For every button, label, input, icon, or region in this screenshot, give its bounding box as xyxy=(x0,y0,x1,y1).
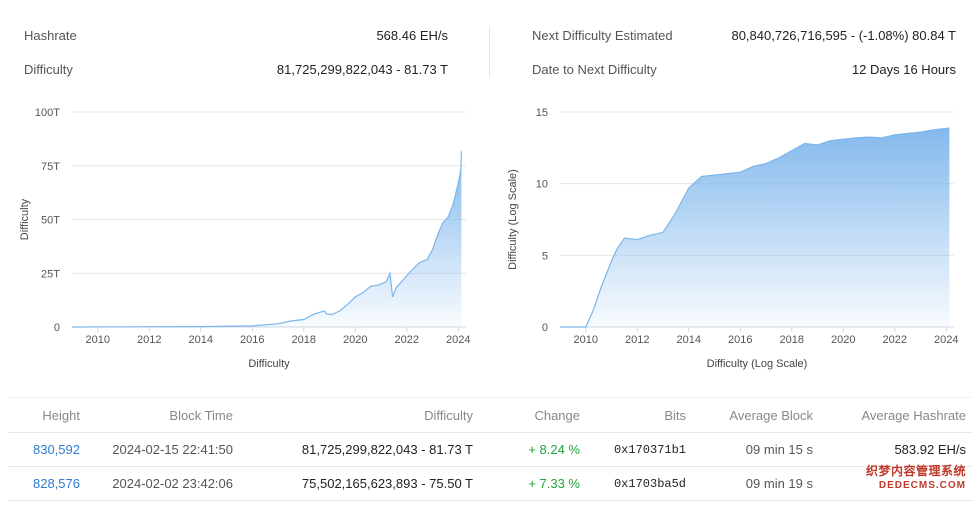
row-height-link[interactable]: 828,576 xyxy=(33,476,80,491)
header-change[interactable]: Change xyxy=(534,407,580,423)
y-tick-label: 25T xyxy=(41,268,60,280)
hashrate-label: Hashrate xyxy=(24,28,77,43)
row-block-time: 2024-02-02 23:42:06 xyxy=(112,476,233,491)
watermark-line1: 织梦内容管理系统 xyxy=(866,464,967,478)
row-bits: 0x170371b1 xyxy=(613,442,686,457)
x-tick-label: 2012 xyxy=(137,334,161,346)
series-line xyxy=(560,127,950,328)
difficulty-value-short: 81.73 T xyxy=(404,62,448,77)
x-tick-label: 2018 xyxy=(780,334,804,346)
difficulty-value-raw: 81,725,299,822,043 - xyxy=(276,62,405,77)
difficulty-value: 81,725,299,822,043 - 81.73 T xyxy=(277,62,448,77)
next-difficulty-row: Next Difficulty Estimated 80,840,726,716… xyxy=(532,28,956,48)
x-tick-label: 2010 xyxy=(574,334,598,346)
header-block-time[interactable]: Block Time xyxy=(169,407,233,423)
x-tick-label: 2014 xyxy=(677,334,701,346)
header-average-hashrate[interactable]: Average Hashrate xyxy=(861,407,966,423)
y-axis-title: Difficulty xyxy=(19,198,31,240)
series-area xyxy=(72,151,462,327)
y-tick-label: 75T xyxy=(41,161,60,173)
x-tick-label: 2018 xyxy=(292,334,316,346)
row-height-link[interactable]: 830,592 xyxy=(33,442,80,457)
date-to-next-label: Date to Next Difficulty xyxy=(532,62,657,77)
header-average-block[interactable]: Average Block xyxy=(729,407,813,423)
header-difficulty[interactable]: Difficulty xyxy=(424,407,473,423)
watermark-logo: 织梦内容管理系统 DEDECMS.COM xyxy=(866,462,966,496)
x-tick-label: 2012 xyxy=(625,334,649,346)
y-tick-label: 10 xyxy=(536,179,548,191)
difficulty-row: Difficulty 81,725,299,822,043 - 81.73 T xyxy=(24,62,448,82)
next-difficulty-value: 80,840,726,716,595 - (-1.08%) 80.84 T xyxy=(731,28,956,43)
difficulty-log-chart-svg: 0 5 10 15 2010 2012 2014 2016 2018 2020 2022 2024 Di… xyxy=(507,107,959,370)
x-tick-label: 2014 xyxy=(189,334,213,346)
header-bits[interactable]: Bits xyxy=(664,407,686,423)
difficulty-chart-svg: 0 25T 50T 75T 100T 2010 2012 2014 2016 2018 2020 20… xyxy=(19,107,471,370)
row-bits: 0x1703ba5d xyxy=(613,476,686,491)
difficulty-label: Difficulty xyxy=(24,62,73,77)
series-area xyxy=(560,127,950,327)
hashrate-row: Hashrate 568.46 EH/s xyxy=(24,28,448,48)
y-tick-label: 0 xyxy=(542,322,548,334)
x-tick-label: 2024 xyxy=(934,334,958,346)
x-tick-label: 2020 xyxy=(343,334,367,346)
next-difficulty-label: Next Difficulty Estimated xyxy=(532,28,673,43)
stats-divider xyxy=(489,26,490,78)
y-tick-label: 100T xyxy=(35,107,60,119)
header-height[interactable]: Height xyxy=(42,407,80,423)
x-axis-title: Difficulty (Log Scale) xyxy=(707,358,808,370)
watermark-line2: DEDECMS.COM xyxy=(878,480,966,491)
difficulty-table: Height Block Time Difficulty Change Bits… xyxy=(8,397,972,501)
x-tick-label: 2016 xyxy=(728,334,752,346)
x-tick-label: 2022 xyxy=(883,334,907,346)
x-tick-label: 2020 xyxy=(831,334,855,346)
row-block-time: 2024-02-15 22:41:50 xyxy=(112,442,233,457)
stats-right: Next Difficulty Estimated 80,840,726,716… xyxy=(532,0,956,90)
row-average-block: 09 min 15 s xyxy=(745,442,813,457)
difficulty-chart: 0 25T 50T 75T 100T 2010 2012 2014 2016 2018 2020 20… xyxy=(0,96,488,381)
x-tick-label: 2010 xyxy=(86,334,110,346)
series-line xyxy=(71,151,462,328)
hashrate-value: 568.46 EH/s xyxy=(376,28,448,43)
x-tick-label: 2016 xyxy=(240,334,264,346)
table-row: 828,576 2024-02-02 23:42:06 75,502,165,6… xyxy=(8,467,972,501)
x-tick-label: 2022 xyxy=(395,334,419,346)
y-tick-label: 50T xyxy=(41,215,60,227)
x-axis-title: Difficulty xyxy=(248,358,290,370)
difficulty-log-chart: 0 5 10 15 2010 2012 2014 2016 2018 2020 2022 2024 Di… xyxy=(488,96,976,381)
y-tick-label: 15 xyxy=(536,107,548,119)
table-row: 830,592 2024-02-15 22:41:50 81,725,299,8… xyxy=(8,433,972,467)
y-tick-label: 5 xyxy=(542,250,548,262)
y-tick-label: 0 xyxy=(54,322,60,334)
date-to-next-value: 12 Days 16 Hours xyxy=(851,62,956,77)
date-to-next-row: Date to Next Difficulty 12 Days 16 Hours xyxy=(532,62,956,82)
row-difficulty: 75,502,165,623,893 - 75.50 T xyxy=(301,476,473,491)
row-change: + 7.33 % xyxy=(528,476,580,491)
table-header: Height Block Time Difficulty Change Bits… xyxy=(8,397,972,433)
y-axis-title: Difficulty (Log Scale) xyxy=(507,169,519,270)
stats-left: Hashrate 568.46 EH/s Difficulty 81,725,2… xyxy=(24,0,448,90)
x-tick-label: 2024 xyxy=(446,334,470,346)
row-average-block: 09 min 19 s xyxy=(745,476,813,491)
row-difficulty: 81,725,299,822,043 - 81.73 T xyxy=(301,442,473,457)
row-change: + 8.24 % xyxy=(528,442,580,457)
row-average-hashrate: 583.92 EH/s xyxy=(894,442,966,457)
